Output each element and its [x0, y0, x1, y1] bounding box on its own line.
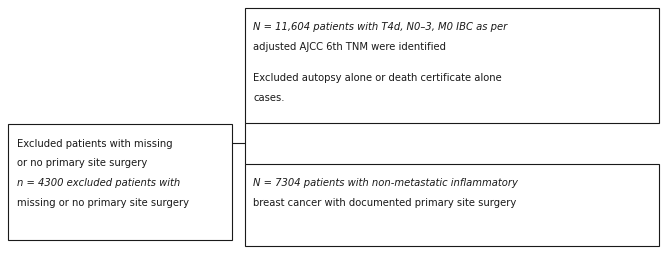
Text: cases.: cases. [253, 93, 285, 103]
Text: breast cancer with documented primary site surgery: breast cancer with documented primary si… [253, 198, 517, 208]
Bar [245, 164, 659, 246]
Text: or no primary site surgery: or no primary site surgery [17, 158, 147, 168]
Bar [8, 124, 232, 240]
Text: n = 4300 excluded patients with: n = 4300 excluded patients with [17, 178, 180, 188]
Text: Excluded patients with missing: Excluded patients with missing [17, 139, 172, 149]
Text: Excluded autopsy alone or death certificate alone: Excluded autopsy alone or death certific… [253, 73, 502, 83]
Text: N = 7304 patients with non-metastatic inflammatory: N = 7304 patients with non-metastatic in… [253, 178, 518, 188]
Text: missing or no primary site surgery: missing or no primary site surgery [17, 198, 189, 208]
Bar [245, 8, 659, 123]
Text: N = 11,604 patients with T4d, N0–3, M0 IBC as per: N = 11,604 patients with T4d, N0–3, M0 I… [253, 22, 507, 32]
Text: adjusted AJCC 6th TNM were identified: adjusted AJCC 6th TNM were identified [253, 42, 446, 52]
